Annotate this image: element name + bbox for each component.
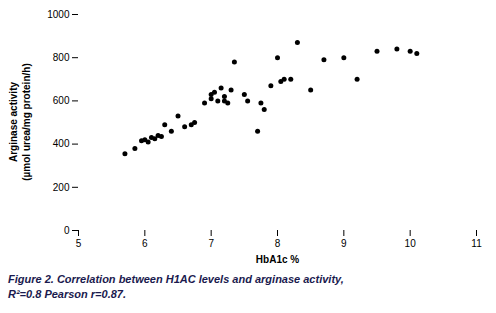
svg-text:Arginase activity: Arginase activity [8, 82, 19, 162]
svg-text:5: 5 [76, 238, 82, 249]
svg-text:400: 400 [53, 138, 70, 149]
svg-text:11: 11 [471, 238, 482, 249]
svg-text:600: 600 [53, 95, 70, 106]
svg-text:200: 200 [53, 182, 70, 193]
svg-text:6: 6 [142, 238, 148, 249]
svg-text:7: 7 [208, 238, 214, 249]
svg-text:HbA1c %: HbA1c % [256, 254, 299, 265]
svg-text:10: 10 [405, 238, 417, 249]
svg-text:800: 800 [53, 52, 70, 63]
svg-text:1000: 1000 [47, 9, 70, 20]
svg-text:9: 9 [341, 238, 347, 249]
svg-text:8: 8 [275, 238, 281, 249]
svg-text:0: 0 [64, 225, 70, 236]
svg-text:(µmol urea/mg protein/h): (µmol urea/mg protein/h) [21, 63, 32, 180]
html-text:Figure 2. Correlation between: Figure 2. Correlation between H1AC level… [8, 273, 344, 285]
html-text:R²=0.8 Pearson r=0.87.: R²=0.8 Pearson r=0.87. [8, 287, 126, 300]
